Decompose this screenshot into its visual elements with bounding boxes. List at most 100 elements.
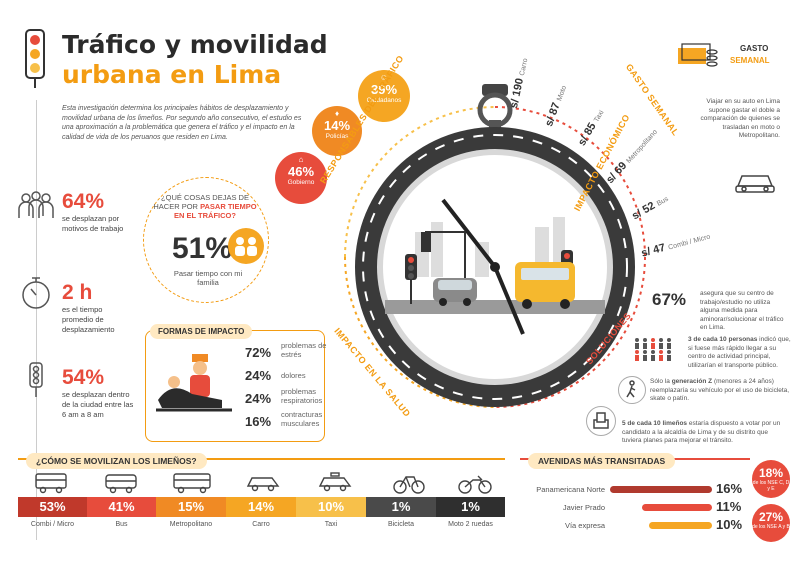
traffic-light-logo (22, 28, 48, 88)
timeline-line (36, 100, 37, 540)
nse-cde-value: 18% (758, 466, 784, 480)
impact-value-stress: 72% (245, 345, 272, 360)
police-bubble: ♦ 14% Policías (312, 106, 362, 156)
family-label: Pasar tiempo con mi familia (173, 269, 243, 287)
avenue-row-1-label: Panamericana Norte (536, 485, 605, 494)
motorcycle-icon (458, 472, 492, 499)
stat-time-text: es el tiempo promedio de desplazamiento (62, 305, 115, 334)
avenue-row-3-value: 10% (716, 517, 743, 532)
question-text: ¿QUÉ COSAS DEJAS DE HACER POR PASAR TIEM… (153, 193, 257, 220)
police-label: Policías (325, 133, 349, 140)
police-value: 14% (323, 118, 351, 133)
mode-bici-value: 1% (366, 497, 436, 517)
people-group-icon (632, 336, 684, 367)
solution-pct-text: asegura que su centro de trabajo/estudio… (700, 290, 784, 331)
question-pre: ¿QUÉ COSAS DEJAS DE HACER POR (153, 193, 249, 211)
avenue-row-1-value: 16% (716, 481, 743, 496)
avenue-row-3-track (610, 522, 712, 529)
solution-pct: 67% (652, 290, 687, 309)
avenue-row-2-label: Javier Prado (562, 503, 605, 512)
family-value: 51% (172, 232, 233, 265)
mode-metro-value: 15% (156, 497, 226, 517)
stat-hour-text: se desplazan dentro de la ciudad entre l… (62, 390, 134, 419)
avenue-row-2-bar (641, 504, 712, 511)
impact-label-respiratory: problemas respiratorios (281, 387, 323, 405)
mode-metro-label: Metropolitano (169, 521, 213, 528)
citizens-label: Ciudadanos (366, 97, 402, 104)
impact-title: FORMAS DE IMPACTO (150, 324, 253, 339)
car-icon (734, 168, 776, 201)
movilizan-title: ¿CÓMO SE MOVILIZAN LOS LIMEÑOS? (26, 453, 207, 469)
patient-illustration (152, 350, 236, 421)
citizens-value: 39% (370, 82, 398, 97)
gasto-title: GASTO (740, 44, 769, 53)
intro-text: Esta investigación determina los princip… (62, 105, 302, 141)
solution-genz-bold: generación Z (671, 378, 713, 385)
avenue-row-3-label: Vía expresa (564, 521, 605, 530)
stat-work-icon (16, 190, 56, 225)
nse-ab-badge: 27% de los NSE A y B (752, 504, 790, 542)
solution-vote: 5 de cada 10 limeños estaría dispuesto a… (622, 420, 782, 446)
mode-taxi-value: 10% (296, 497, 366, 517)
page-subtitle: urbana en Lima (62, 60, 282, 89)
impact-value-muscular: 16% (245, 414, 272, 429)
solution-genz-text: (menores a 24 años) reemplazaría su vehí… (650, 378, 790, 402)
government-bubble: ⌂ 46% Gobierno (275, 152, 327, 204)
impact-label-pain: dolores (281, 371, 306, 380)
bicycle-icon (392, 472, 426, 499)
solution-transport-bold: 3 de cada 10 personas (688, 336, 758, 343)
stat-time-value: 2 h (62, 281, 93, 304)
solution-vote-text: estaría dispuesto a votar por un candida… (622, 420, 781, 444)
price-bus-mode: Bus (655, 195, 670, 208)
stopwatch-icon (20, 276, 52, 315)
combi-icon (34, 472, 68, 499)
gasto-text: Viajar en su auto en Lima supone gastar … (700, 98, 781, 139)
government-label: Gobierno (287, 179, 315, 186)
nse-ab-value: 27% (758, 510, 784, 524)
solution-transport-text: indicó que, si fuese más rápido llegar a… (688, 336, 791, 369)
nse-ab-label: de los NSE A y B (752, 524, 790, 530)
mode-combi-value: 53% (18, 497, 87, 517)
movilizan-divider (18, 458, 505, 460)
impact-label-muscular: contracturas musculares (281, 410, 323, 428)
mode-bus-value: 41% (87, 497, 156, 517)
walker-icon (618, 376, 646, 404)
question-circle (143, 177, 269, 303)
stopwatch-illustration (325, 82, 665, 432)
stat-work-value: 64% (62, 190, 105, 213)
metropolitano-icon (172, 472, 212, 499)
nse-cde-label: de los NSE C, D y E (752, 480, 790, 492)
avenue-row-1-track (610, 486, 712, 493)
solution-vote-bold: 5 de cada 10 limeños (622, 420, 688, 427)
price-combi-mode: Combi / Micro (667, 233, 712, 252)
bus-icon (104, 472, 138, 499)
page-title: Tráfico y movilidad (62, 30, 328, 59)
taxi-icon (318, 472, 352, 497)
question-highlight: PASAR TIEMPO EN EL TRÁFICO? (174, 202, 257, 220)
police-icon: ♦ (334, 109, 340, 118)
stat-hour-value: 54% (62, 366, 105, 389)
mode-carro-label: Carro (252, 521, 270, 528)
citizens-bubble: ☺ 39% Ciudadanos (358, 70, 410, 122)
stat-work-text: se desplazan por motivos de trabajo (62, 214, 124, 233)
ballot-icon (586, 406, 616, 436)
impact-label-stress: problemas de estrés (281, 341, 327, 359)
avenue-row-1-bar (610, 486, 712, 493)
avenue-row-2-track (610, 504, 712, 511)
gasto-subtitle: SEMANAL (730, 56, 770, 65)
mode-taxi-label: Taxi (324, 521, 338, 528)
impact-value-respiratory: 24% (245, 391, 272, 406)
government-value: 46% (287, 164, 315, 179)
carro-icon (246, 474, 280, 497)
impact-value-pain: 24% (245, 368, 272, 383)
family-icon (228, 228, 264, 264)
mode-carro-value: 14% (226, 497, 296, 517)
solution-genz: Sólo la generación Z (menores a 24 años)… (650, 378, 790, 404)
nse-cde-badge: 18% de los NSE C, D y E (752, 460, 790, 498)
solution-transport: 3 de cada 10 personas indicó que, si fue… (688, 336, 792, 370)
avenue-row-2-value: 11% (716, 499, 742, 514)
mode-moto-label: Moto 2 ruedas (448, 521, 493, 528)
citizens-icon: ☺ (379, 73, 389, 82)
avenidas-title: AVENIDAS MÁS TRANSITADAS (528, 453, 676, 469)
government-icon: ⌂ (298, 155, 304, 164)
